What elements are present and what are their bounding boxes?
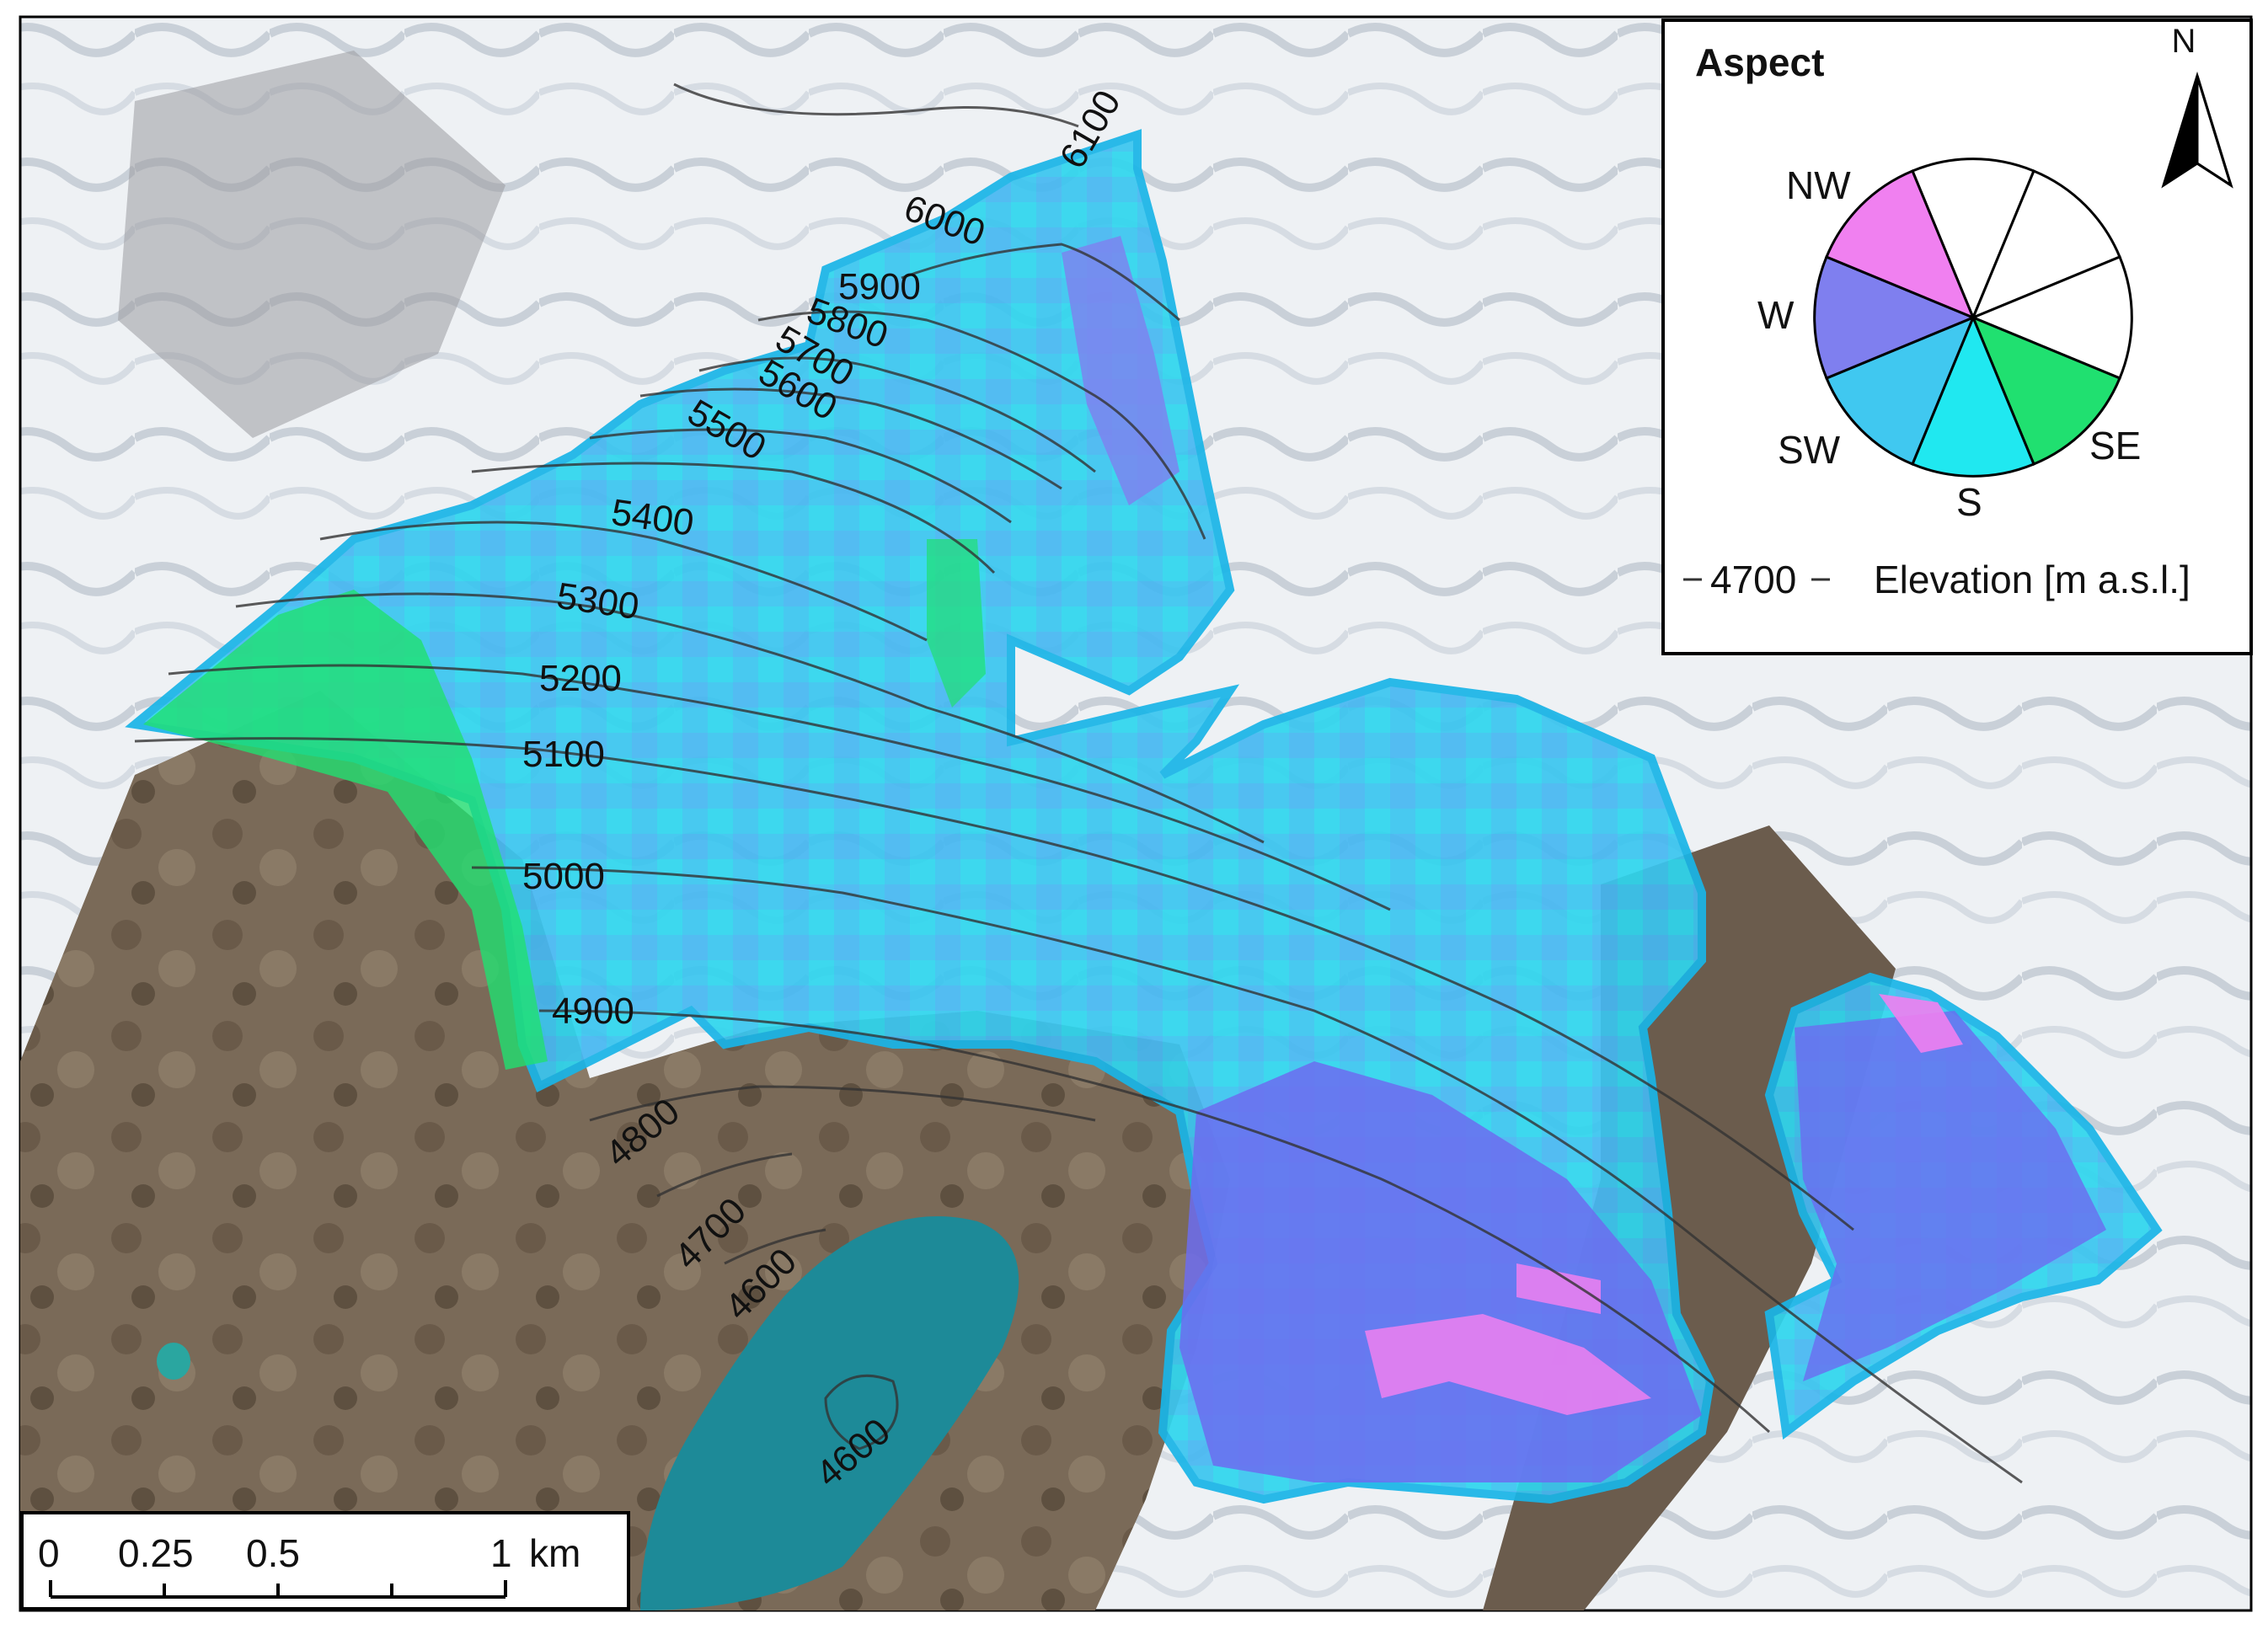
aspect-patch-w-3 [1062,236,1179,505]
small-lake [157,1343,190,1380]
sector-n [1911,158,2035,321]
aspect-patch-nw [1365,1314,1651,1415]
aspect-patch-se-2 [927,539,986,708]
sector-sw [1825,315,1976,466]
scale-bar: 0 0.25 0.5 1 km [20,1511,630,1610]
sector-e [1970,255,2133,380]
legend-label-se: SE [2089,424,2141,467]
sector-w [1813,255,1976,380]
north-label: N [2172,23,2196,60]
aspect-patch-w-2 [1795,1011,2106,1381]
legend-label-w: W [1757,293,1795,337]
contour-lines [134,83,2023,1484]
sector-nw [1825,169,1976,320]
legend-label-sw: SW [1778,428,1841,472]
aspect-patch-se [143,590,548,1070]
scale-label-05: 0.5 [246,1531,300,1575]
contour-label-5100: 5100 [522,734,605,775]
scale-label-0: 0 [38,1531,60,1575]
scale-unit: km [529,1531,580,1575]
legend-label-s: S [1956,480,1982,524]
aspect-patch-nw-3 [1516,1263,1601,1314]
aspect-patch-nw-2 [1879,994,1963,1053]
contour-label-4900: 4900 [552,991,634,1032]
contour-label-5200: 5200 [539,658,622,699]
aspect-wheel [1813,158,2133,478]
contour-caption: Elevation [m a.s.l.] [1874,558,2190,601]
scale-label-1: 1 [490,1531,512,1575]
contour-label-5900: 5900 [838,266,921,307]
scale-label-025: 0.25 [118,1531,194,1575]
glacial-lake [640,1216,1019,1610]
legend-title: Aspect [1695,40,1824,84]
sector-ne [1971,169,2121,320]
legend-label-nw: NW [1786,163,1851,207]
legend-panel: Aspect N NW W SW S SE 4700 Elevation [m [1661,19,2253,655]
sector-se [1971,315,2121,466]
contour-label-5000: 5000 [522,856,605,897]
contour-sample-label: 4700 [1710,558,1796,601]
north-arrow-icon: N [2161,23,2233,189]
rock-terrain-northwest [118,51,505,438]
sector-s [1911,314,2035,478]
